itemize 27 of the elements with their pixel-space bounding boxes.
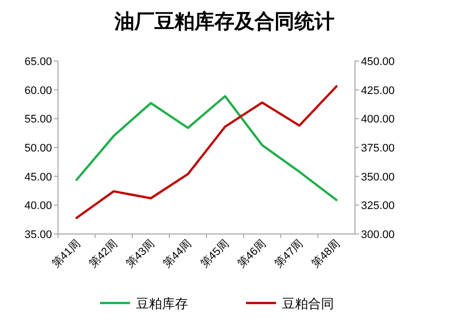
y-tick-label: 65.00 — [24, 56, 52, 68]
x-tick-label: 第48周 — [310, 238, 343, 270]
y-tick-label: 35.00 — [24, 229, 52, 241]
legend-label: 豆粕库存 — [136, 296, 188, 311]
x-tick-label: 第47周 — [272, 238, 306, 270]
legend-label: 豆粕合同 — [282, 296, 334, 311]
y-tick-label: 50.00 — [24, 142, 52, 154]
y2-tick-label: 325.00 — [361, 200, 395, 212]
y2-tick-label: 300.00 — [361, 229, 395, 241]
y2-tick-label: 375.00 — [361, 142, 395, 154]
x-tick-label: 第42周 — [87, 238, 120, 270]
y-tick-label: 45.00 — [24, 171, 52, 184]
x-tick-label: 第41周 — [50, 238, 83, 270]
line-series — [75, 95, 338, 202]
y-tick-label: 40.00 — [24, 200, 52, 212]
y2-tick-label: 350.00 — [361, 171, 395, 184]
x-tick-label: 第44周 — [161, 238, 194, 270]
y2-tick-label: 400.00 — [361, 114, 395, 126]
chart-title: 油厂豆粕库存及合同统计 — [114, 10, 334, 33]
y-tick-label: 60.00 — [24, 84, 52, 97]
x-tick-label: 第46周 — [236, 238, 268, 270]
y-tick-label: 55.00 — [24, 114, 52, 126]
y2-tick-label: 450.00 — [361, 56, 395, 68]
line-series — [75, 85, 338, 219]
x-tick-label: 第43周 — [124, 238, 157, 270]
y2-tick-label: 425.00 — [361, 84, 395, 97]
x-tick-label: 第45周 — [198, 238, 232, 270]
